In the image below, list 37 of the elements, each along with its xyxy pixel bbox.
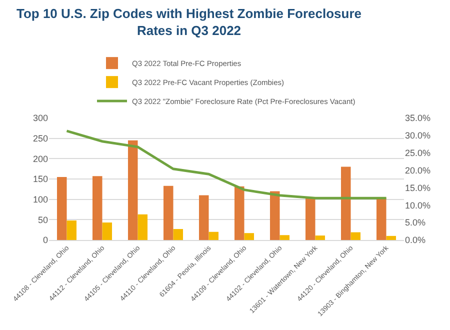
- y-tick-label: 300: [32, 113, 48, 124]
- bar: [138, 214, 148, 240]
- bar: [386, 236, 396, 240]
- bar: [315, 236, 326, 240]
- bar: [305, 198, 316, 240]
- bar: [102, 222, 112, 240]
- bar: [376, 198, 386, 240]
- chart-title: Top 10 U.S. Zip Codes with Highest Zombie Foreclosure Rates in Q3 2022: [16, 6, 362, 38]
- y-tick-label: 0: [42, 235, 48, 246]
- y-tick-label: 100: [32, 194, 48, 204]
- y2-tick-label: 25.0%: [405, 148, 431, 158]
- bar: [208, 232, 219, 240]
- bar: [270, 191, 280, 240]
- bar: [173, 229, 184, 240]
- bar: [350, 232, 361, 240]
- bar: [66, 220, 77, 240]
- bar: [244, 233, 254, 240]
- y2-tick-label: 20.0%: [405, 165, 431, 176]
- y-tick-label: 250: [32, 133, 48, 144]
- bar: [163, 186, 174, 240]
- y2-tick-label: 10.0%: [405, 200, 431, 210]
- y2-tick-label: 0.0%: [405, 235, 426, 246]
- y2-tick-label: 5.0%: [405, 218, 426, 228]
- bar: [280, 235, 290, 240]
- y2-tick-label: 30.0%: [405, 130, 431, 141]
- bar: [92, 176, 102, 240]
- y-tick-label: 50: [38, 214, 48, 225]
- bar: [340, 166, 351, 240]
- y2-tick-label: 35.0%: [405, 113, 431, 124]
- y-tick-label: 150: [32, 174, 48, 184]
- line-series: [66, 130, 388, 200]
- bar: [234, 186, 244, 240]
- y2-tick-label: 15.0%: [405, 182, 431, 193]
- bar: [198, 195, 209, 240]
- y-tick-label: 200: [32, 154, 48, 164]
- bar: [56, 176, 67, 240]
- bar: [128, 140, 138, 240]
